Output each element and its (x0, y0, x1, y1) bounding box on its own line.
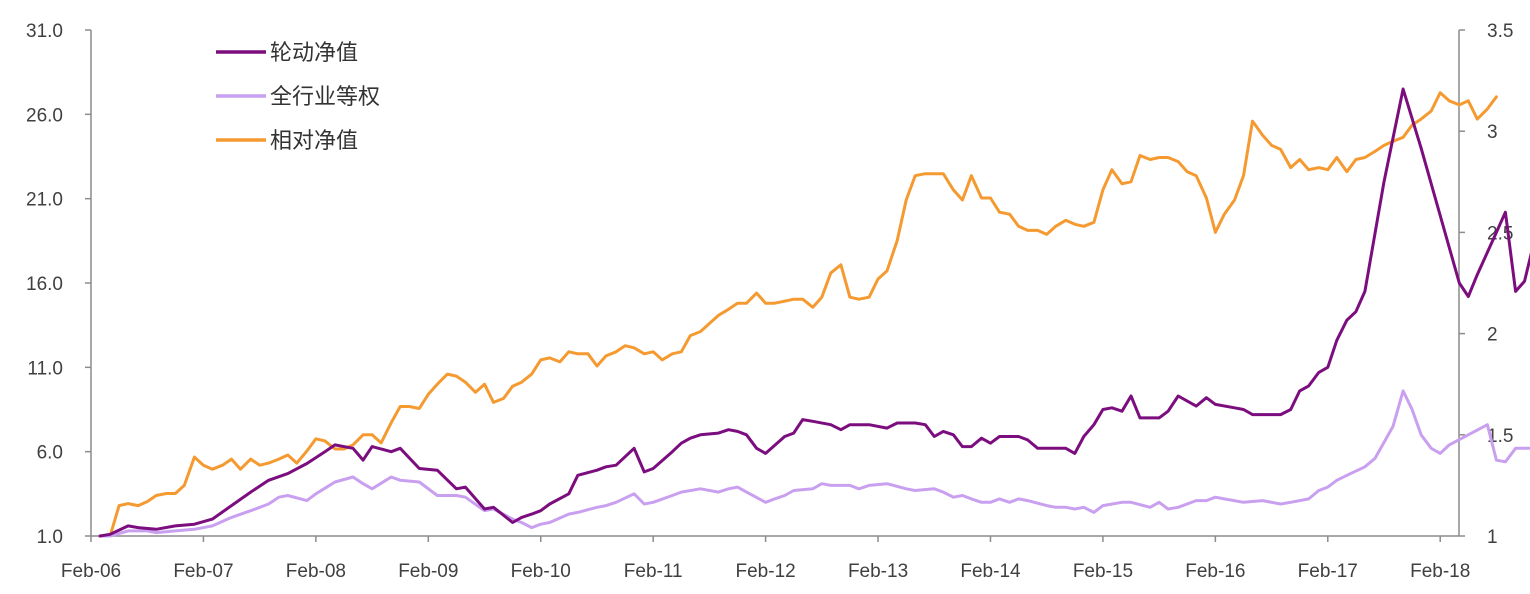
series-line-0 (98, 87, 1530, 538)
left-tick-label: 26.0 (26, 105, 63, 126)
x-tick-label: Feb-07 (173, 561, 233, 582)
x-tick-label: Feb-17 (1298, 561, 1358, 582)
x-tick-label: Feb-08 (286, 561, 346, 582)
right-tick-label: 3 (1487, 122, 1498, 143)
right-tick-label: 3.5 (1487, 21, 1513, 42)
x-tick-label: Feb-10 (511, 561, 571, 582)
x-tick-label: Feb-13 (848, 561, 908, 582)
x-tick-label: Feb-09 (398, 561, 458, 582)
x-tick-label: Feb-14 (960, 561, 1021, 582)
legend-label-1: 全行业等权 (270, 85, 380, 110)
x-tick-label: Feb-15 (1073, 561, 1133, 582)
x-tick-label: Feb-18 (1410, 561, 1470, 582)
series-line-1 (98, 389, 1530, 538)
left-y-axis: 1.0 6.0 11.0 16.0 21.0 26.0 31.0 (26, 21, 91, 548)
right-tick-label: 1 (1487, 527, 1498, 548)
left-tick-label: 11.0 (27, 358, 63, 379)
left-tick-label: 21.0 (26, 190, 63, 211)
right-tick-label: 1.5 (1487, 426, 1513, 447)
series-line-2 (98, 91, 1498, 538)
right-tick-label: 2 (1487, 325, 1498, 346)
legend-label-0: 轮动净值 (270, 41, 358, 66)
x-tick-label: Feb-06 (61, 561, 121, 582)
left-tick-label: 16.0 (26, 274, 63, 295)
left-tick-label: 6.0 (37, 443, 63, 464)
series-layer (98, 87, 1530, 538)
x-tick-label: Feb-11 (624, 561, 683, 582)
left-tick-label: 1.0 (37, 527, 63, 548)
x-axis: Feb-06 Feb-07 Feb-08 Feb-09 Feb-10 Feb-11 Feb-… (61, 536, 1470, 582)
x-tick-label: Feb-12 (736, 561, 796, 582)
left-tick-label: 31.0 (26, 21, 63, 42)
legend-label-2: 相对净值 (270, 129, 358, 154)
x-tick-label: Feb-16 (1185, 561, 1245, 582)
